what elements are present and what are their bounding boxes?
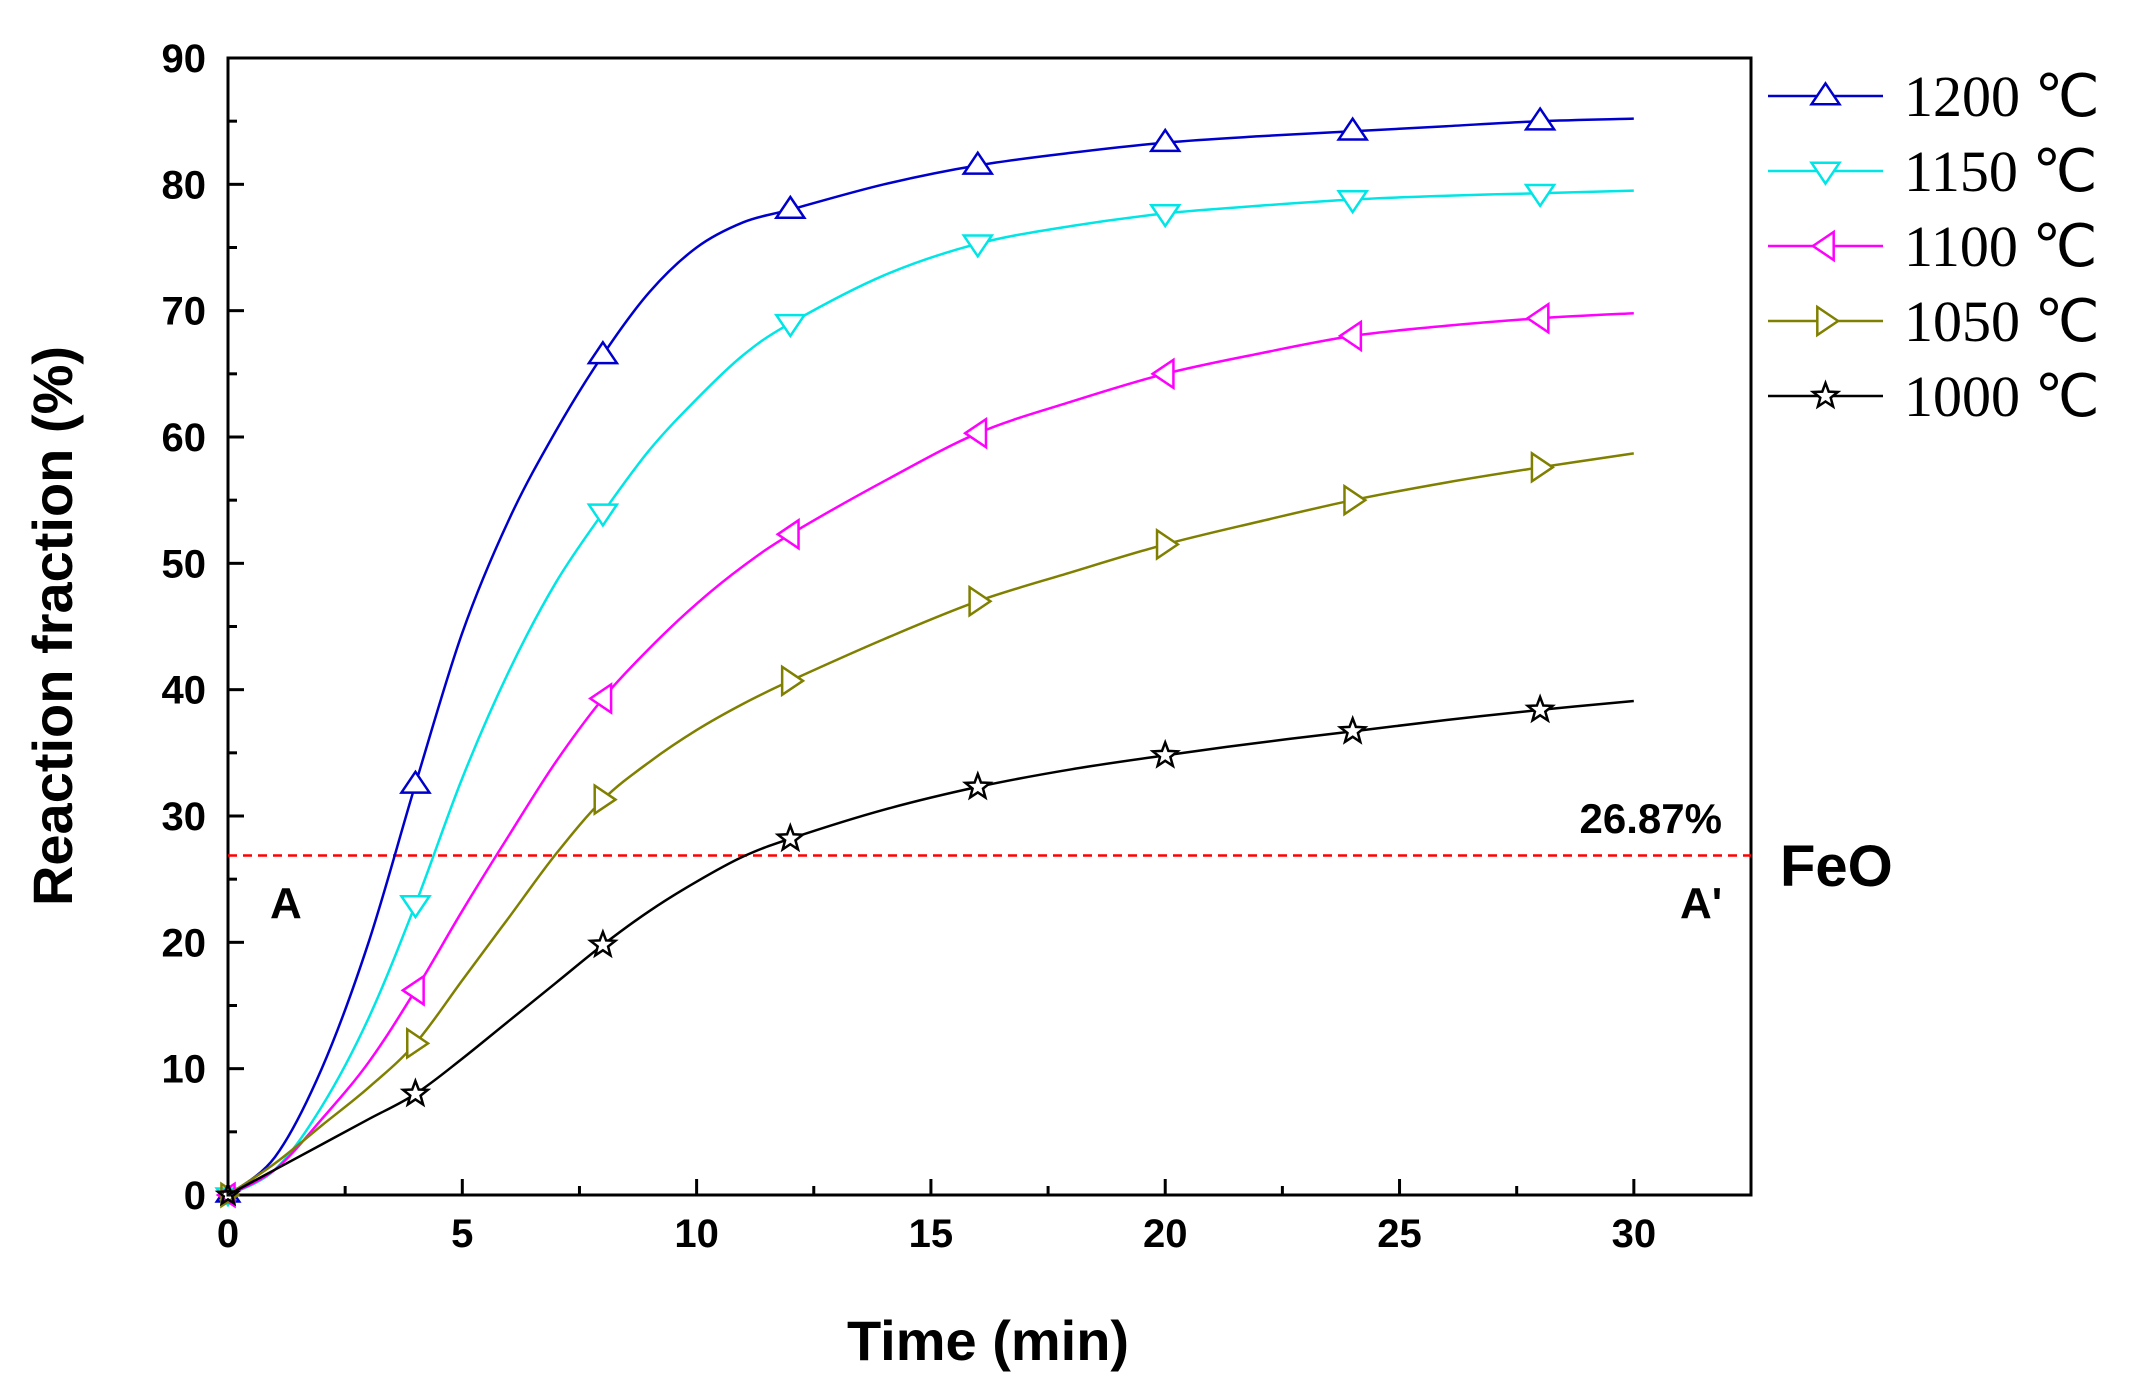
series-marker — [773, 313, 807, 339]
legend-label: 1100 ℃ — [1904, 214, 2097, 279]
series-marker — [773, 194, 807, 220]
series-marker — [775, 517, 800, 551]
series-line — [227, 117, 1634, 1196]
legend-marker — [1810, 229, 1835, 263]
series-marker — [399, 769, 432, 794]
series-marker — [1148, 127, 1182, 153]
y-tick-label: 70 — [162, 290, 207, 334]
legend: 1200 ℃ 1150 ℃ 1100 ℃ 1050 ℃ 1000 ℃ — [1768, 64, 2100, 429]
series-marker — [774, 822, 807, 853]
x-tick-label: 0 — [217, 1212, 239, 1256]
series-marker — [1150, 357, 1175, 391]
legend-marker — [1816, 304, 1841, 338]
series-line — [227, 311, 1634, 1197]
series-marker — [1337, 319, 1363, 353]
series-marker — [588, 682, 613, 715]
x-tick-label: 10 — [674, 1212, 719, 1256]
x-tick-label: 20 — [1143, 1212, 1188, 1256]
y-tick-label: 10 — [162, 1048, 207, 1092]
y-tick-label: 60 — [162, 416, 207, 460]
y-tick-label: 90 — [162, 37, 207, 81]
x-tick-label: 25 — [1377, 1212, 1422, 1256]
series-marker — [1523, 183, 1557, 209]
series-line — [227, 189, 1634, 1197]
y-tick-label: 50 — [162, 542, 207, 586]
series-marker — [406, 1027, 431, 1060]
series-marker — [968, 584, 993, 618]
y-tick-label: 30 — [162, 795, 207, 839]
series-marker — [780, 664, 806, 698]
series-marker — [214, 1181, 242, 1207]
series-marker — [962, 416, 988, 450]
series-marker — [1530, 450, 1555, 484]
reference-value-label: 26.87% — [1580, 795, 1722, 842]
plot-frame — [226, 56, 1753, 1197]
series-marker — [1149, 738, 1182, 769]
series-marker — [1336, 714, 1369, 745]
series-marker — [593, 783, 618, 816]
y-axis-title: Reaction fraction (%) — [21, 346, 84, 906]
axes: 0 10 20 30 40 50 60 70 80 90 0 5 10 15 20 25 30 — [162, 37, 1657, 1256]
legend-marker — [1809, 379, 1842, 410]
series-marker — [586, 503, 620, 528]
series-marker — [961, 234, 995, 259]
series-line — [227, 452, 1634, 1197]
series-line — [227, 699, 1634, 1197]
y-tick-label: 80 — [162, 163, 207, 207]
series-marker — [1336, 116, 1370, 141]
legend-marker — [1809, 81, 1842, 106]
series-marker — [1523, 106, 1557, 131]
series-marker — [1155, 528, 1181, 561]
series-marker — [399, 1077, 432, 1108]
x-tick-label: 30 — [1612, 1212, 1657, 1256]
series-group — [214, 106, 1634, 1209]
label-a-prime: A' — [1680, 879, 1722, 928]
y-tick-label: 0 — [184, 1174, 206, 1218]
legend-label: 1200 ℃ — [1904, 64, 2100, 129]
series-marker — [961, 770, 994, 801]
y-tick-label: 40 — [162, 669, 207, 713]
series-marker — [1148, 203, 1182, 229]
series-marker — [1524, 693, 1556, 724]
series-marker — [961, 150, 995, 175]
y-tick-label: 20 — [162, 921, 207, 965]
legend-marker — [1809, 161, 1842, 186]
legend-label: 1050 ℃ — [1904, 289, 2100, 354]
x-tick-label: 15 — [909, 1212, 954, 1256]
series-marker — [1336, 190, 1370, 215]
series-marker — [399, 894, 432, 920]
series-marker — [586, 340, 620, 365]
series-marker — [1525, 301, 1550, 335]
feo-label: FeO — [1780, 834, 1893, 899]
series-marker — [587, 928, 619, 959]
legend-label: 1150 ℃ — [1904, 139, 2097, 204]
series-marker — [400, 973, 425, 1007]
label-a: A — [270, 879, 302, 928]
series-marker — [1343, 483, 1368, 517]
legend-label: 1000 ℃ — [1904, 364, 2100, 429]
x-axis-title: Time (min) — [847, 1309, 1129, 1372]
x-tick-label: 5 — [451, 1212, 473, 1256]
